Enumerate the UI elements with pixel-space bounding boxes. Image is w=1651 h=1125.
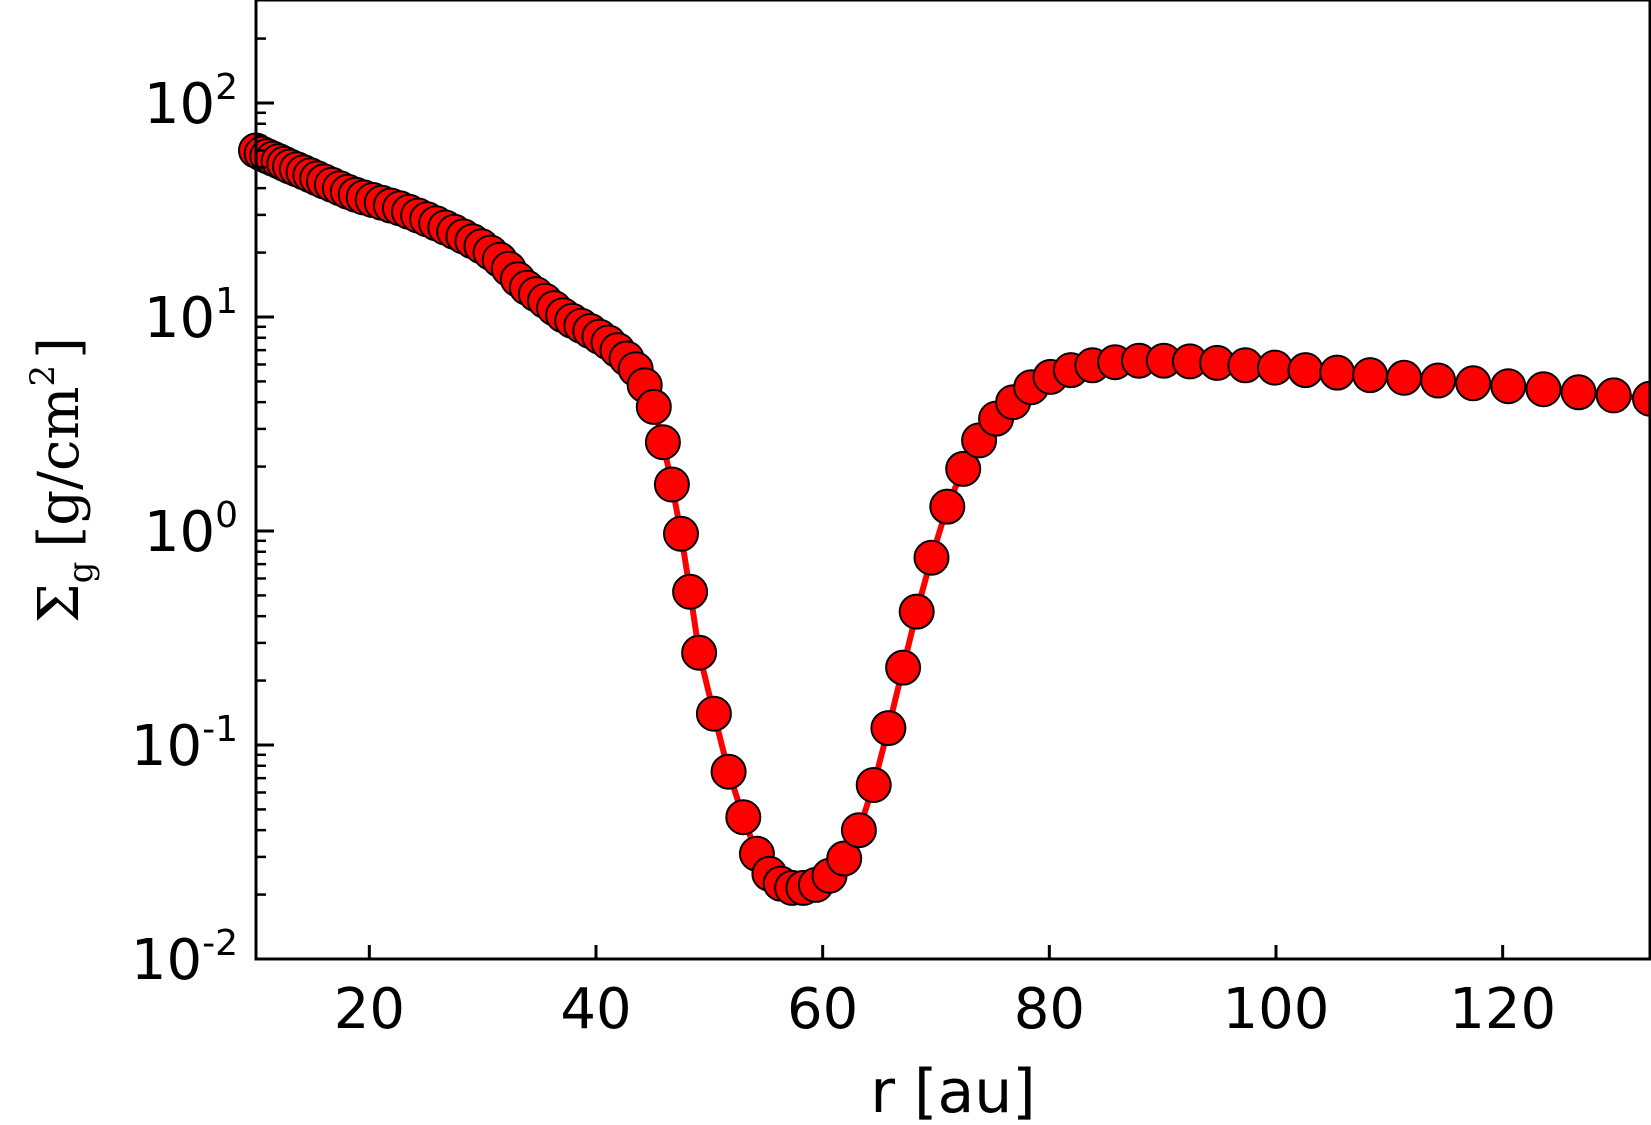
data-point	[945, 450, 982, 487]
x-tick-label: 120	[1449, 977, 1556, 1042]
x-tick-label: 60	[787, 977, 858, 1042]
y-label-power: 2	[23, 365, 63, 387]
data-point	[1319, 354, 1356, 391]
data-point	[1490, 368, 1527, 405]
data-point	[710, 753, 747, 790]
x-axis-label: r [au]	[870, 1057, 1035, 1125]
tick-layer: 20 40 60 80 100 120 10-2 10-1 100 101 102	[131, 37, 1556, 1042]
y-tick-label: 101	[144, 281, 238, 351]
y-label-unit-cm: cm	[27, 387, 92, 471]
data-point	[855, 767, 892, 803]
x-tick-label: 40	[560, 977, 631, 1042]
data-point	[1455, 365, 1492, 402]
data-point	[870, 710, 907, 747]
y-label-close-bracket: ]	[27, 337, 92, 359]
x-tick-label: 80	[1014, 977, 1085, 1042]
data-point	[1595, 377, 1632, 414]
y-tick-label: 100	[144, 495, 238, 565]
series-marker-layer	[238, 132, 1651, 906]
data-point	[672, 573, 709, 610]
x-tick-label: 100	[1223, 977, 1330, 1042]
x-tick-label: 20	[334, 977, 405, 1042]
data-point	[1420, 362, 1457, 399]
data-point	[885, 649, 922, 686]
data-point	[826, 840, 863, 877]
y-tick-label: 10-1	[131, 709, 238, 779]
data-point	[1632, 380, 1651, 417]
data-point	[1525, 371, 1562, 408]
data-point	[653, 466, 690, 503]
data-point	[681, 634, 718, 671]
data-point	[898, 593, 935, 630]
plot-frame	[254, 0, 1651, 961]
data-point	[840, 812, 877, 849]
data-point	[663, 515, 699, 552]
data-point	[1560, 374, 1597, 411]
data-point	[1287, 352, 1324, 389]
y-tick-label: 102	[144, 67, 238, 137]
y-label-symbol: Σ	[27, 583, 92, 623]
data-point	[695, 695, 732, 732]
y-label-subscript: g	[61, 562, 101, 584]
data-point	[913, 539, 950, 576]
data-point	[1256, 349, 1293, 386]
data-point	[635, 388, 672, 425]
data-point	[725, 799, 762, 836]
data-point	[1386, 359, 1423, 396]
y-label-slash: /	[27, 471, 92, 490]
y-axis-label: Σg[g/cm2]	[23, 337, 101, 623]
data-point	[1352, 357, 1389, 394]
data-point	[929, 488, 966, 525]
y-tick-label: 10-2	[131, 923, 238, 993]
data-point	[644, 424, 681, 461]
svg-text:Σg[g/cm2]: Σg[g/cm2]	[23, 337, 101, 623]
y-label-unit-g: g	[27, 490, 92, 526]
y-label-open-bracket: [	[27, 526, 92, 548]
